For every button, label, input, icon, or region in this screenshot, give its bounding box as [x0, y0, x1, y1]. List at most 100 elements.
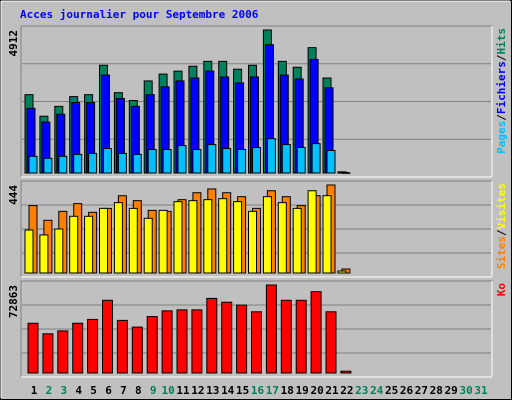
x-tick-label: 26	[400, 384, 414, 397]
bar	[188, 200, 198, 274]
x-tick-label: 9	[150, 384, 157, 397]
x-tick-label: 10	[161, 384, 174, 397]
bar	[87, 318, 99, 374]
bar	[207, 144, 217, 174]
bar	[131, 326, 143, 374]
bar	[237, 149, 247, 174]
bar	[280, 299, 292, 374]
bar	[143, 217, 153, 274]
bar	[281, 144, 291, 174]
bar	[248, 210, 257, 274]
x-tick-label: 2	[46, 384, 53, 397]
x-tick-label: 22	[340, 384, 353, 397]
bar	[266, 138, 276, 174]
x-tick-label: 23	[355, 384, 368, 397]
bar	[295, 299, 307, 374]
bar	[117, 152, 127, 174]
legend: Ko	[495, 283, 508, 297]
bar	[173, 201, 183, 274]
x-tick-label: 7	[120, 384, 127, 397]
bar	[99, 207, 108, 274]
bar	[251, 311, 262, 374]
bar	[292, 207, 302, 274]
x-tick-label: 30	[459, 384, 472, 397]
bar	[206, 297, 218, 374]
bar	[311, 143, 321, 174]
bar	[146, 316, 158, 374]
bar	[265, 284, 277, 374]
bar	[54, 228, 64, 274]
y-tick-label: 72863	[7, 285, 20, 318]
bar	[252, 147, 261, 174]
legend: Pages/Fichiers/Hits	[495, 28, 508, 154]
bar	[307, 190, 317, 274]
bar	[340, 370, 352, 374]
bar	[158, 209, 168, 274]
y-tick-label: 444	[7, 185, 20, 205]
bar	[326, 149, 336, 174]
x-tick-label: 8	[135, 384, 142, 397]
bar	[341, 172, 351, 174]
bar	[296, 147, 306, 174]
x-tick-label: 31	[474, 384, 488, 397]
legend: Sites/Visites	[495, 183, 508, 269]
legend-entry: Ko	[495, 283, 508, 297]
bar	[322, 195, 332, 274]
bar	[221, 301, 233, 374]
bar	[147, 149, 157, 174]
legend-separator: /	[495, 54, 508, 61]
bar	[128, 207, 138, 274]
bar	[88, 152, 98, 174]
chart-title: Acces journalier pour Septembre 2006	[20, 8, 259, 21]
legend-entry: Visites	[495, 183, 508, 229]
x-tick-label: 15	[236, 384, 249, 397]
bar	[43, 157, 53, 174]
bar	[39, 234, 49, 274]
bar	[116, 319, 128, 374]
bar	[218, 198, 228, 274]
bar	[337, 270, 347, 274]
y-tick-label: 4912	[7, 30, 20, 57]
bar	[192, 149, 202, 174]
bar	[132, 153, 142, 174]
x-tick-label: 14	[221, 384, 235, 397]
bar	[73, 153, 83, 174]
bar	[162, 149, 172, 174]
bar	[161, 310, 173, 374]
legend-entry: Hits	[495, 28, 508, 55]
x-tick-label: 21	[325, 384, 339, 397]
x-tick-label: 4	[75, 384, 82, 397]
bar	[262, 196, 272, 274]
bar	[42, 333, 54, 374]
bar	[24, 229, 34, 274]
bar	[236, 304, 248, 374]
x-tick-label: 29	[445, 384, 458, 397]
bar	[28, 155, 38, 174]
bar	[27, 322, 39, 374]
x-tick-label: 18	[281, 384, 294, 397]
x-tick-label: 17	[266, 384, 279, 397]
bar	[277, 202, 287, 274]
bar	[222, 148, 232, 174]
legend-entry: Fichiers	[495, 61, 508, 114]
bar	[325, 311, 337, 374]
bar	[233, 201, 243, 274]
x-tick-label: 25	[385, 384, 398, 397]
x-tick-label: 1	[31, 384, 38, 397]
bar	[102, 299, 113, 374]
x-tick-label: 16	[251, 384, 265, 397]
legend-entry: Pages	[495, 121, 508, 154]
legend-separator: /	[495, 114, 508, 121]
bar	[177, 145, 187, 174]
x-tick-label: 6	[105, 384, 112, 397]
x-tick-label: 24	[370, 384, 384, 397]
x-tick-label: 3	[60, 384, 67, 397]
bar	[310, 291, 322, 374]
x-tick-label: 13	[206, 384, 219, 397]
bar	[58, 155, 68, 174]
legend-separator: /	[495, 229, 508, 236]
bar	[57, 330, 69, 374]
x-tick-label: 27	[415, 384, 428, 397]
bar	[191, 309, 203, 374]
